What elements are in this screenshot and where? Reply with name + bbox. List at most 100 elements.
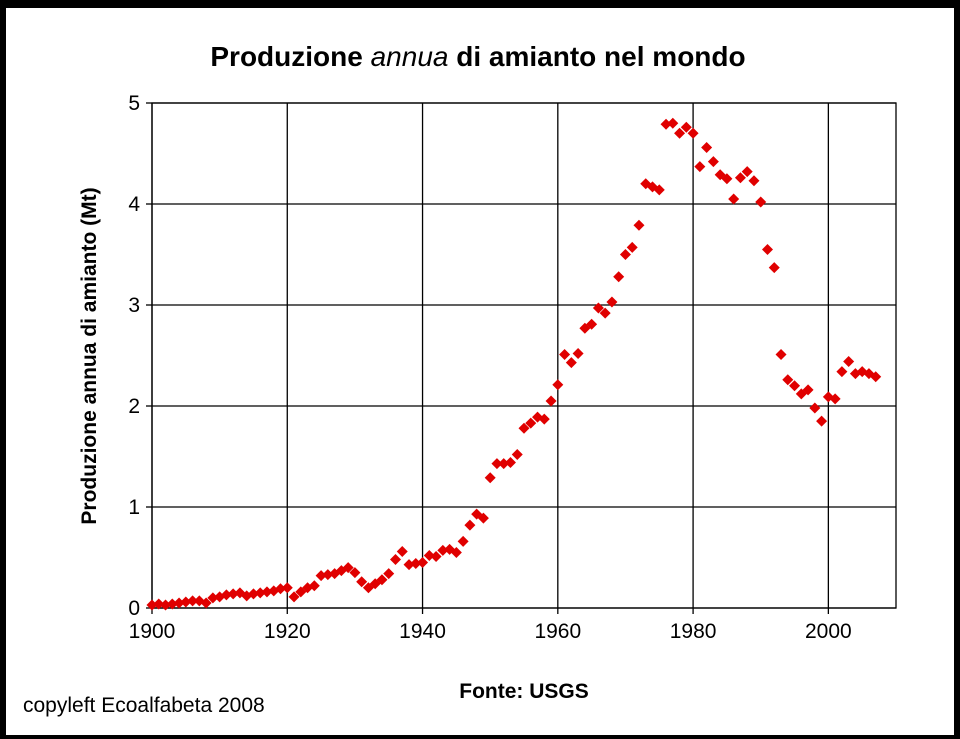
x-axis-label: Fonte: USGS — [459, 680, 589, 703]
data-point — [227, 588, 239, 600]
data-point — [633, 219, 645, 231]
x-tick-label: 1960 — [534, 620, 581, 643]
data-point — [552, 379, 564, 391]
data-point — [748, 175, 760, 187]
data-point — [694, 161, 706, 173]
data-point — [261, 586, 273, 598]
data-point — [173, 597, 185, 609]
data-point — [809, 402, 821, 414]
y-tick-label: 3 — [128, 294, 140, 317]
data-point — [275, 583, 287, 595]
data-point — [518, 422, 530, 434]
data-point — [383, 568, 395, 580]
data-point — [207, 592, 219, 604]
data-point — [308, 580, 320, 592]
data-point — [484, 472, 496, 484]
data-point — [491, 458, 503, 470]
data-point — [477, 512, 489, 524]
data-point — [843, 356, 855, 368]
data-point — [734, 172, 746, 184]
data-point — [356, 576, 368, 588]
data-point — [701, 141, 713, 153]
data-point — [728, 193, 740, 205]
data-point — [829, 393, 841, 405]
data-point — [619, 249, 631, 260]
data-point — [707, 156, 719, 168]
data-point — [342, 562, 354, 574]
x-tick-label: 1980 — [670, 620, 717, 643]
data-point — [870, 371, 882, 383]
data-point — [816, 415, 828, 427]
data-point — [755, 196, 767, 208]
data-point — [741, 166, 753, 178]
data-point — [410, 558, 422, 570]
data-point — [572, 347, 584, 359]
data-point — [322, 569, 334, 581]
data-point — [586, 318, 598, 330]
grid — [151, 102, 896, 609]
data-point — [674, 127, 686, 139]
data-point — [160, 599, 172, 611]
data-point — [504, 457, 516, 469]
data-point — [146, 599, 158, 611]
data-point — [153, 598, 165, 610]
data-point — [592, 302, 604, 314]
data-point — [775, 348, 787, 360]
x-tick-label: 1900 — [129, 620, 176, 643]
x-tick-label: 1940 — [399, 620, 446, 643]
data-point — [545, 395, 557, 407]
data-point — [200, 597, 212, 609]
plot-area — [151, 102, 897, 609]
data-point — [288, 591, 300, 603]
data-point — [247, 588, 259, 600]
data-point — [653, 184, 665, 196]
x-axis-ticks: 1900 1920 1940 1960 1980 2000 — [129, 608, 852, 643]
copyleft-note: copyleft Ecoalfabeta 2008 — [23, 694, 265, 717]
y-tick-label: 0 — [128, 597, 140, 620]
data-point — [782, 374, 794, 386]
data-point — [836, 366, 848, 378]
data-point — [187, 595, 199, 607]
y-axis-label: Produzione annua di amianto (Mt) — [78, 187, 101, 524]
data-point — [180, 596, 192, 608]
data-point — [423, 549, 435, 561]
x-tick-label: 2000 — [805, 620, 852, 643]
data-point — [613, 271, 625, 283]
x-tick-label: 1920 — [264, 620, 311, 643]
data-point — [789, 380, 801, 392]
data-point — [761, 243, 773, 255]
data-point — [457, 535, 469, 547]
data-point — [768, 262, 780, 274]
data-point — [565, 357, 577, 369]
data-point — [349, 567, 361, 579]
data-point — [464, 519, 476, 531]
data-point — [220, 589, 232, 601]
data-point — [315, 570, 327, 582]
y-tick-label: 5 — [128, 92, 140, 115]
data-point — [450, 546, 462, 558]
data-point — [660, 118, 672, 130]
data-point — [599, 307, 611, 319]
data-point — [559, 348, 571, 360]
data-point — [538, 413, 550, 425]
data-point — [376, 574, 388, 586]
data-point — [511, 448, 523, 460]
data-point — [802, 384, 814, 396]
data-point — [680, 121, 692, 133]
data-point — [721, 173, 733, 185]
data-point — [430, 550, 442, 562]
chart-title: Produzione annua di amianto nel mondo — [210, 41, 745, 72]
data-point — [389, 554, 401, 566]
data-point — [498, 458, 510, 470]
data-point — [437, 544, 449, 556]
data-point — [626, 241, 638, 253]
data-point — [281, 582, 293, 594]
data-point — [396, 545, 408, 557]
data-point — [166, 598, 178, 610]
chart-canvas: Produzione annua di amianto nel mondo 01… — [23, 41, 897, 717]
data-point — [403, 559, 415, 571]
data-points — [146, 117, 882, 611]
data-point — [687, 127, 699, 139]
y-tick-label: 2 — [128, 395, 140, 418]
